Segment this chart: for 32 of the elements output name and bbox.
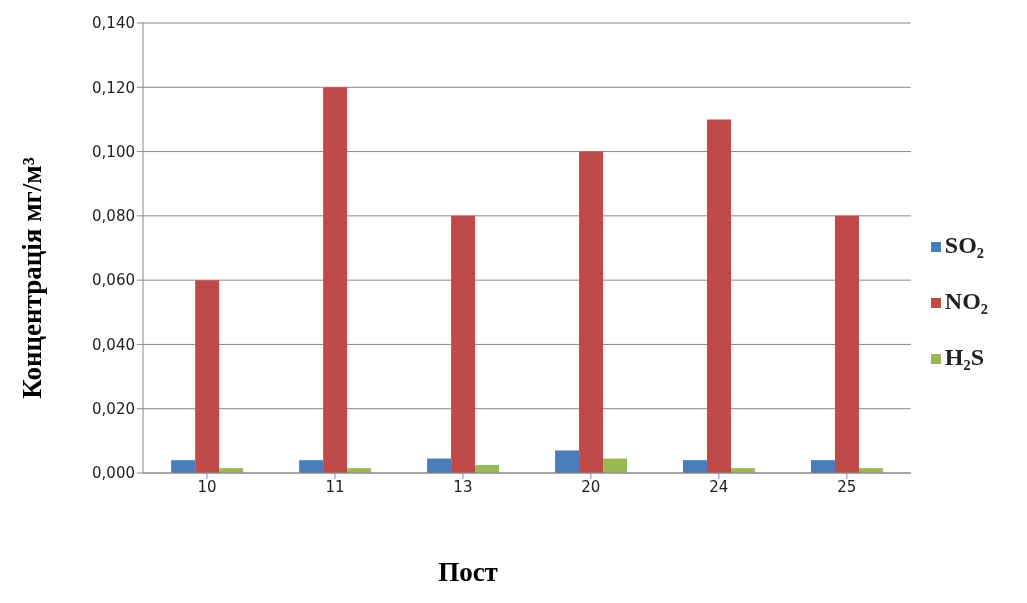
legend-label: NO₂: [944, 287, 988, 314]
x-tick-label: 13: [453, 477, 473, 496]
x-tick-label: 25: [837, 477, 857, 496]
bar: [323, 87, 348, 473]
bar: [427, 458, 452, 473]
bar: [299, 460, 324, 473]
bar: [834, 215, 859, 473]
legend-label: H₂S: [944, 343, 985, 370]
y-tick-label: 0,140: [92, 14, 135, 33]
bar: [707, 119, 732, 473]
x-tick-label: 11: [325, 477, 345, 496]
y-tick-label: 0,060: [92, 271, 135, 290]
bar: [579, 151, 604, 473]
x-tick-label: 10: [197, 477, 217, 496]
y-tick-label: 0,100: [92, 142, 135, 161]
y-tick-label: 0,000: [92, 464, 135, 483]
bar: [810, 460, 835, 473]
x-axis-title: Пост: [437, 557, 499, 588]
bar: [451, 215, 476, 473]
y-axis-title: Концентрація мг/м³: [16, 157, 48, 399]
x-tick-label: 24: [709, 477, 729, 496]
y-tick-label: 0,080: [92, 207, 135, 226]
x-tick-label: 20: [581, 477, 601, 496]
bar: [171, 460, 196, 473]
legend-label: SO₂: [944, 231, 985, 258]
bar: [683, 460, 708, 473]
bar: [555, 450, 580, 473]
y-tick-label: 0,020: [92, 400, 135, 419]
y-tick-label: 0,120: [92, 78, 135, 97]
bar: [603, 458, 628, 473]
bar: [195, 280, 220, 473]
y-tick-label: 0,040: [92, 335, 135, 354]
